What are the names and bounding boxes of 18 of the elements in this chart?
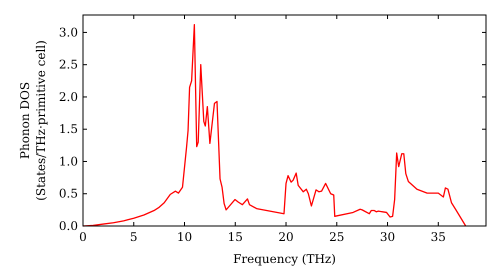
x-tick-label: 15: [228, 230, 243, 244]
y-tick-label: 1.0: [58, 154, 78, 168]
y-tick-label: 3.0: [58, 25, 78, 40]
x-tick-label: 30: [380, 230, 396, 244]
x-axis-title: Frequency (THz): [233, 252, 336, 266]
y-tick-label: 0.5: [58, 186, 78, 201]
y-tick-label: 0.0: [58, 219, 78, 233]
x-tick-label: 5: [130, 230, 138, 244]
x-tick-label: 10: [176, 230, 192, 244]
y-tick-label: 2.5: [58, 58, 78, 72]
line-series: [82, 24, 466, 227]
x-tick-label: 20: [278, 230, 294, 244]
y-tick-label: 2.0: [58, 90, 78, 104]
x-tick-label: 0: [79, 230, 87, 244]
x-tick-label: 35: [430, 230, 446, 244]
y-axis-title: Phonon DOS (States/THz·primitive cell): [18, 40, 48, 201]
x-tick-label: 25: [329, 230, 344, 244]
y-tick-label: 1.5: [58, 122, 78, 136]
